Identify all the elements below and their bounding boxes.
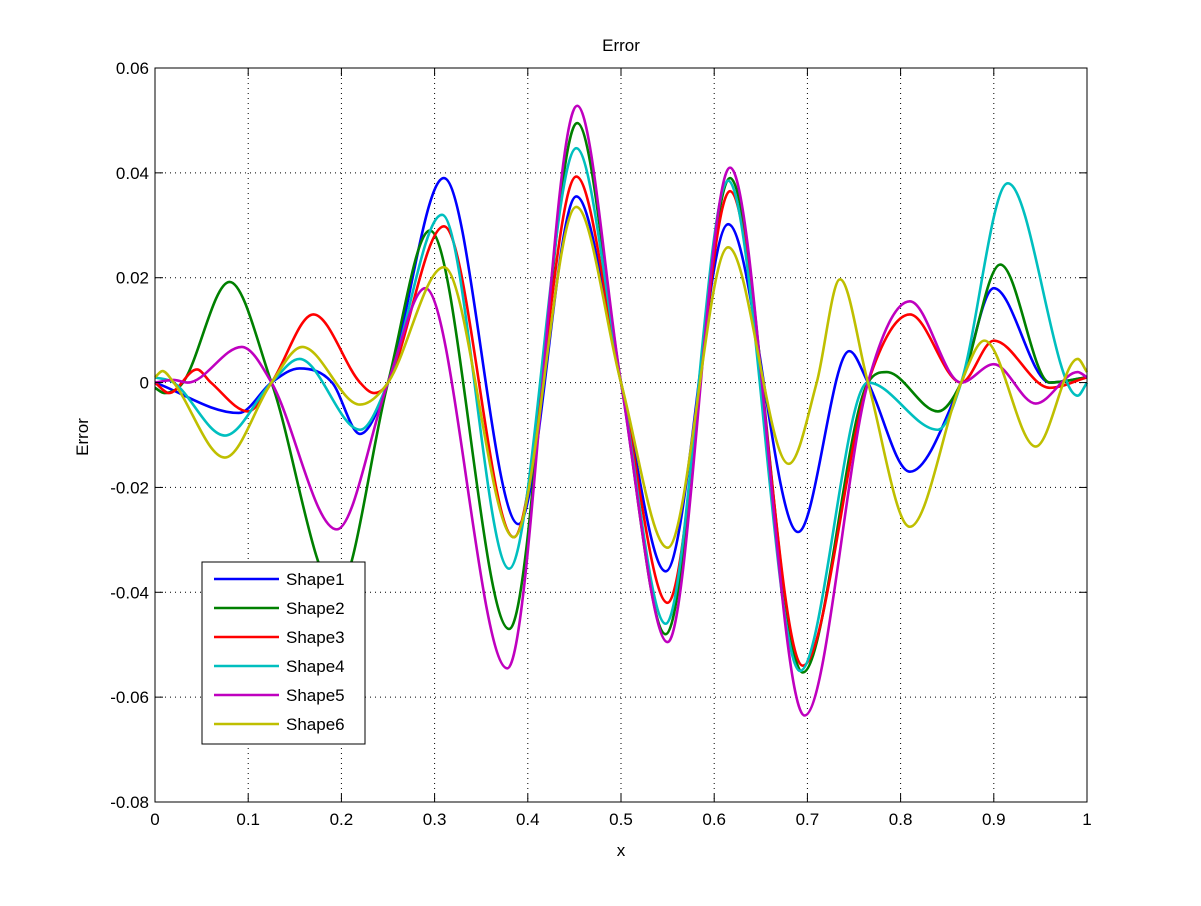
y-tick-label: -0.08 [110, 793, 149, 812]
legend-box [201, 561, 366, 745]
x-tick-label: 0.1 [236, 810, 260, 829]
y-tick-label: 0.06 [116, 59, 149, 78]
x-tick-label: 0 [150, 810, 159, 829]
legend: Shape1 Shape2 Shape3 Shape4 Shape5 Shape6 [201, 561, 366, 745]
y-tick-label: 0.02 [116, 269, 149, 288]
y-tick-label: 0.04 [116, 164, 149, 183]
x-axis-label: x [617, 841, 626, 860]
legend-item: Shape4 [214, 657, 345, 676]
x-tick-label: 1 [1082, 810, 1091, 829]
y-tick-label: -0.02 [110, 478, 149, 497]
chart-title: Error [602, 36, 640, 55]
x-tick-label: 0.4 [516, 810, 540, 829]
legend-item: Shape3 [214, 628, 345, 647]
legend-item: Shape2 [214, 599, 345, 618]
x-tick-label: 0.2 [330, 810, 354, 829]
y-axis-label: Error [73, 418, 92, 456]
legend-label: Shape4 [286, 657, 345, 676]
x-tick-label: 0.8 [889, 810, 913, 829]
legend-item: Shape5 [214, 686, 345, 705]
y-tick-label: 0 [140, 374, 149, 393]
x-tick-label: 0.9 [982, 810, 1006, 829]
legend-label: Shape6 [286, 715, 345, 734]
series-line-shape6 [154, 205, 1089, 550]
ticks: 0 0.1 0.2 0.3 0.4 0.5 0.6 0.7 0.8 0.9 1 -0.08 -0.06 -… [110, 59, 1091, 829]
legend-item: Shape1 [214, 570, 345, 589]
y-tick-label: -0.06 [110, 688, 149, 707]
x-tick-label: 0.3 [423, 810, 447, 829]
series-line-shape5 [154, 104, 1088, 717]
y-tick-label: -0.04 [110, 583, 149, 602]
series-lines [154, 104, 1089, 717]
legend-label: Shape2 [286, 599, 345, 618]
legend-item: Shape6 [214, 715, 345, 734]
legend-label: Shape3 [286, 628, 345, 647]
x-tick-label: 0.6 [702, 810, 726, 829]
legend-label: Shape1 [286, 570, 345, 589]
legend-label: Shape5 [286, 686, 345, 705]
x-tick-label: 0.7 [796, 810, 820, 829]
x-tick-label: 0.5 [609, 810, 633, 829]
